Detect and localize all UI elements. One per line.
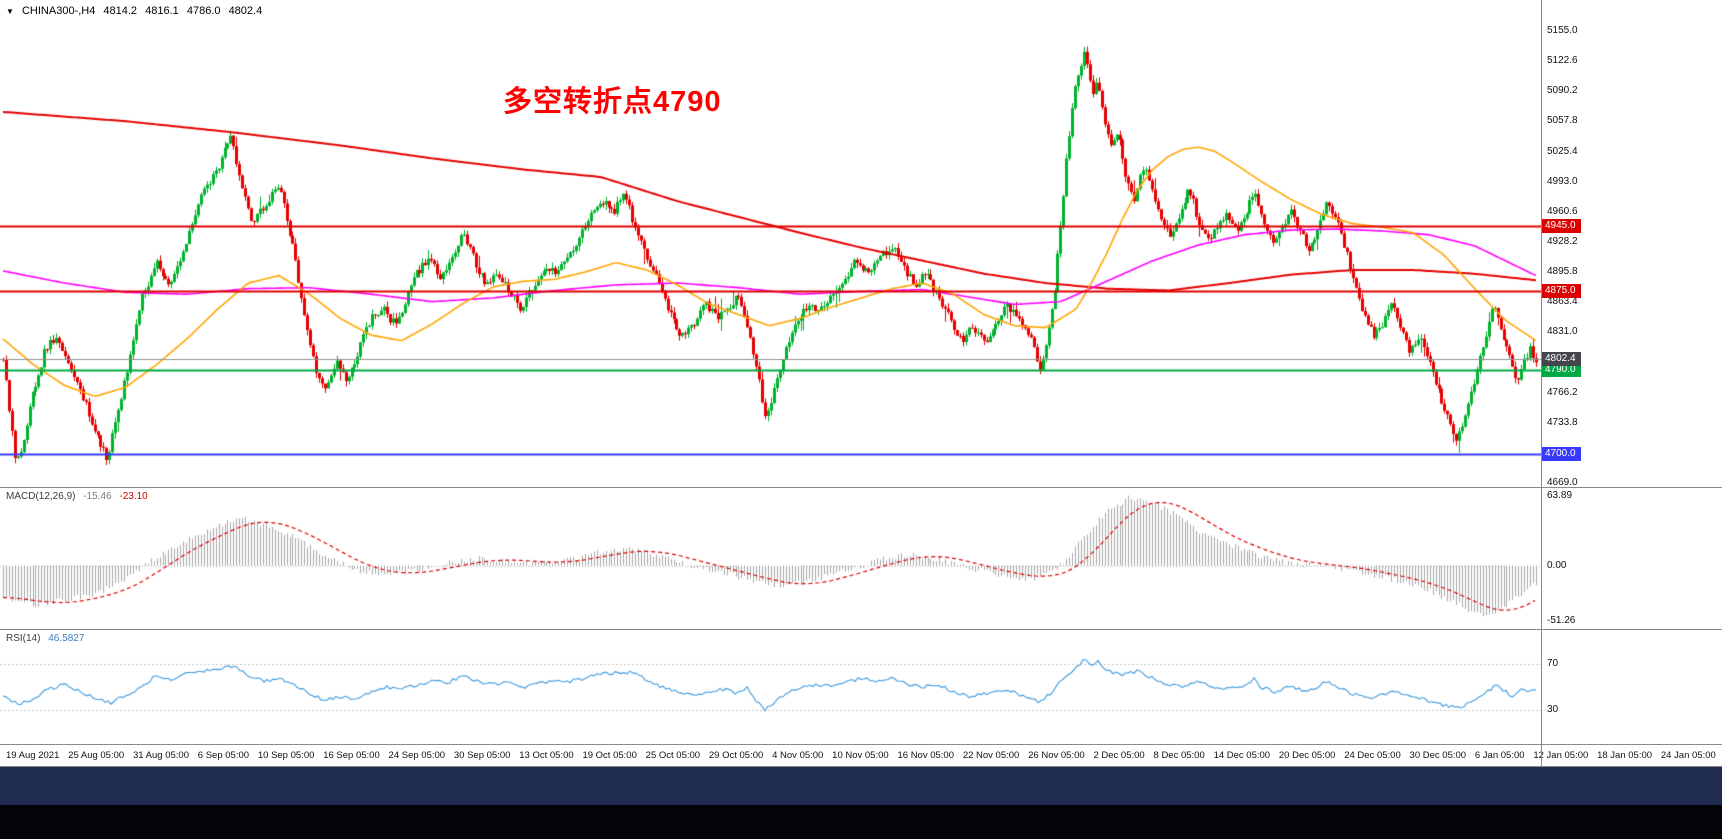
ohlc-open-value: 4814.2: [103, 5, 138, 17]
symbol-info-row: ▼ CHINA300-,H4 4814.2 4816.1 4786.0 4802…: [6, 5, 267, 17]
panel-divider[interactable]: [0, 629, 1722, 630]
rsi-canvas[interactable]: [0, 630, 1541, 744]
macd-main-value: -15.46: [83, 491, 112, 502]
time-axis-label: 14 Dec 05:00: [1213, 750, 1271, 761]
time-axis-label: 29 Oct 05:00: [708, 750, 764, 761]
time-axis-label: 12 Jan 05:00: [1533, 750, 1589, 761]
time-axis-label: 19 Aug 2021: [6, 750, 60, 761]
y-axis-tick: 4895.8: [1547, 266, 1578, 278]
macd-scale-min: -51.26: [1547, 615, 1576, 626]
rsi-level-70-label: 70: [1547, 658, 1559, 670]
time-axis-label: 20 Dec 05:00: [1278, 750, 1336, 761]
time-axis-label: 18 Jan 05:00: [1597, 750, 1653, 761]
current-price-label: 4802.4: [1542, 351, 1581, 366]
time-axis-label: 6 Jan 05:00: [1474, 750, 1525, 761]
time-axis-label: 19 Oct 05:00: [582, 750, 637, 761]
y-axis-tick: 5057.8: [1547, 115, 1578, 127]
y-axis-tick: 4669.0: [1547, 477, 1578, 488]
time-axis-label: 22 Nov 05:00: [962, 750, 1020, 761]
time-axis-label: 16 Sep 05:00: [323, 750, 380, 761]
time-axis-label: 25 Oct 05:00: [645, 750, 701, 761]
time-axis-label: 8 Dec 05:00: [1153, 750, 1205, 761]
macd-panel: MACD(12,26,9) -15.46 -23.10: [0, 488, 1722, 629]
macd-indicator-label: MACD(12,26,9) -15.46 -23.10: [6, 491, 148, 502]
price-line-label-4700: 4700.0: [1542, 447, 1581, 462]
time-axis-label: 24 Sep 05:00: [388, 750, 446, 761]
rsi-panel: RSI(14) 46.5827: [0, 630, 1722, 744]
price-line-label-4875: 4875.0: [1542, 284, 1581, 299]
price-scale-divider: [1541, 0, 1542, 766]
time-axis-label: 10 Nov 05:00: [832, 750, 889, 761]
panel-divider[interactable]: [0, 744, 1722, 745]
panel-divider[interactable]: [0, 487, 1722, 488]
footer-dark-band: [0, 767, 1722, 805]
time-axis-label: 2 Dec 05:00: [1093, 750, 1145, 761]
symbol-timeframe-label: CHINA300-,H4: [21, 5, 96, 17]
y-axis-tick: 4993.0: [1547, 175, 1578, 187]
y-axis-tick: 4733.8: [1547, 416, 1578, 428]
time-axis-label: 25 Aug 05:00: [68, 750, 125, 761]
price-chart-canvas[interactable]: [0, 0, 1541, 487]
rsi-value: 46.5827: [48, 633, 85, 644]
y-axis-tick: 4863.4: [1547, 296, 1578, 308]
macd-scale-max: 63.89: [1547, 490, 1573, 501]
time-axis-label: 4 Nov 05:00: [772, 750, 824, 761]
rsi-name: RSI(14): [6, 633, 41, 644]
y-axis-tick: 5025.4: [1547, 145, 1578, 157]
y-axis-tick: 5155.0: [1547, 25, 1578, 36]
y-axis-tick: 4960.6: [1547, 205, 1578, 217]
price-scale[interactable]: 4945.0 4875.0 4790.0 4700.0 4802.4 5155.…: [1541, 0, 1722, 488]
price-panel: ▼ CHINA300-,H4 4814.2 4816.1 4786.0 4802…: [0, 0, 1722, 488]
time-scale[interactable]: 19 Aug 2021 25 Aug 05:00 31 Aug 05:00 6 Sep…: [0, 745, 1722, 766]
time-axis-label: 30 Sep 05:00: [453, 750, 511, 761]
time-axis-label: 24 Jan 05:00: [1660, 750, 1716, 761]
macd-scale-zero: 0.00: [1547, 559, 1567, 571]
ohlc-low-value: 4786.0: [186, 5, 221, 17]
y-axis-tick: 4928.2: [1547, 235, 1578, 247]
chart-annotation-text[interactable]: 多空转折点4790: [503, 86, 722, 118]
rsi-indicator-label: RSI(14) 46.5827: [6, 633, 84, 644]
ohlc-high-value: 4816.1: [145, 5, 179, 17]
time-axis-label: 10 Sep 05:00: [257, 750, 315, 761]
time-axis-label: 26 Nov 05:00: [1028, 750, 1085, 761]
macd-canvas[interactable]: [0, 488, 1541, 629]
chevron-down-icon[interactable]: ▼: [6, 7, 14, 16]
price-line-label-4790: 4790.0: [1542, 363, 1581, 378]
time-axis-label: 6 Sep 05:00: [197, 750, 250, 761]
time-axis-label: 13 Oct 05:00: [519, 750, 574, 761]
macd-name: MACD(12,26,9): [6, 491, 76, 502]
time-axis-label: 31 Aug 05:00: [132, 750, 189, 761]
rsi-level-30-label: 30: [1547, 703, 1559, 715]
time-axis-label: 30 Dec 05:00: [1409, 750, 1467, 761]
panel-divider: [0, 766, 1722, 767]
time-axis-label: 16 Nov 05:00: [897, 750, 954, 761]
y-axis-tick: 4766.2: [1547, 386, 1578, 398]
y-axis-tick: 5090.2: [1547, 85, 1578, 97]
time-axis-label: 24 Dec 05:00: [1344, 750, 1401, 761]
ohlc-close-value: 4802.4: [228, 5, 263, 17]
y-axis-tick: 4831.0: [1547, 326, 1578, 338]
y-axis-tick: 5122.6: [1547, 55, 1578, 67]
price-line-label-4945: 4945.0: [1542, 219, 1581, 234]
footer-black-band: [0, 805, 1722, 839]
macd-signal-value: -23.10: [119, 491, 148, 502]
